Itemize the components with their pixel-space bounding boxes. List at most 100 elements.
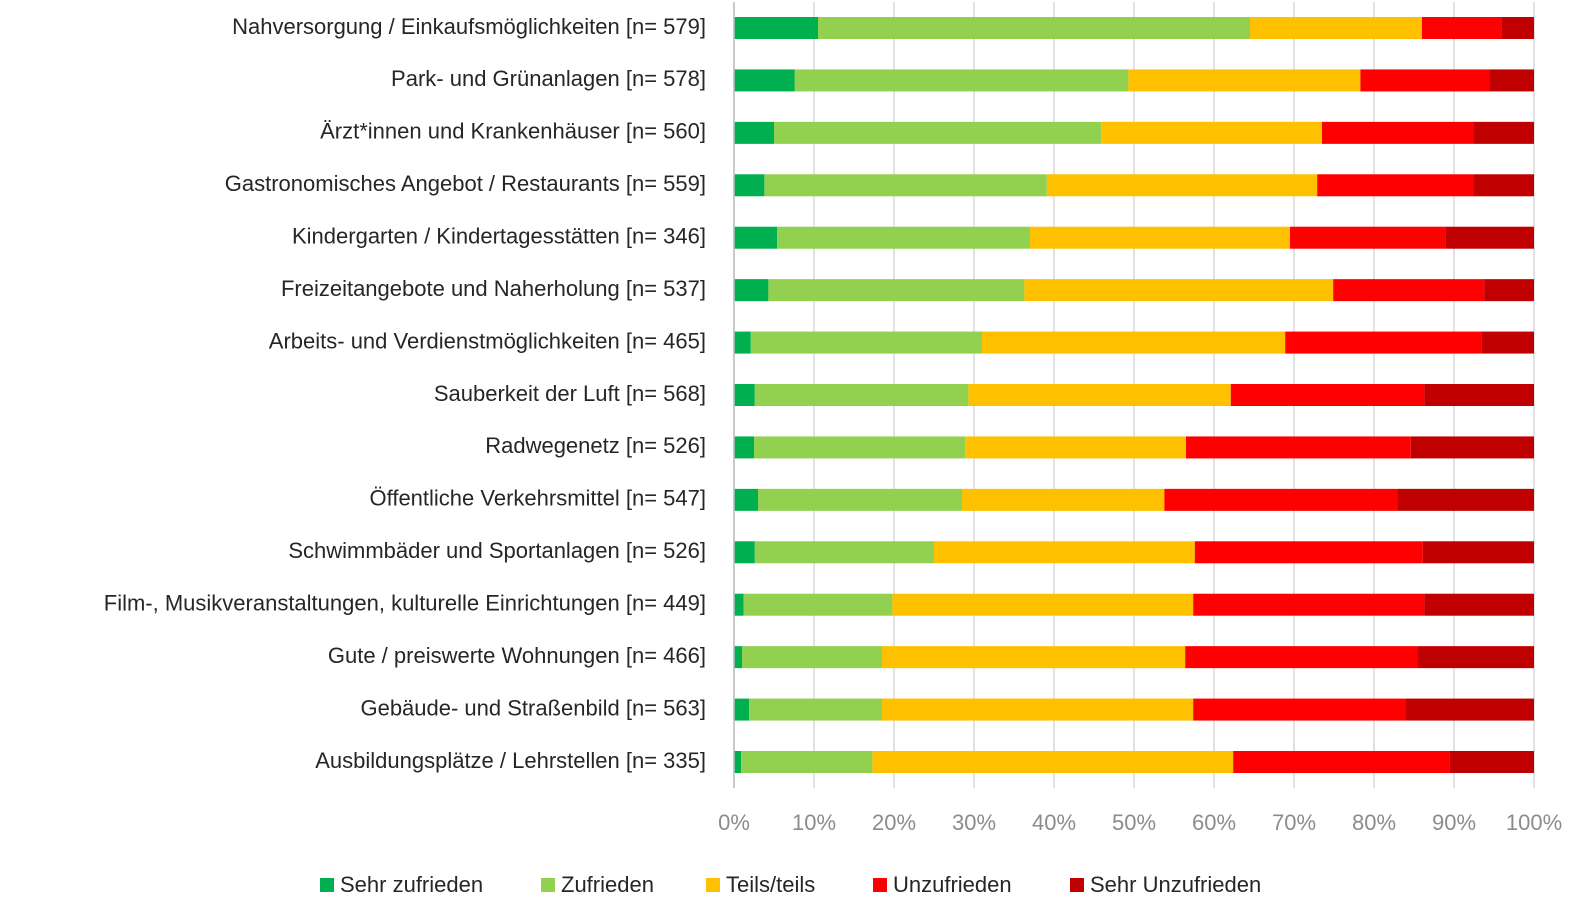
y-tick-label: Gute / preiswerte Wohnungen [n= 466] — [328, 643, 706, 668]
bar-segment — [1445, 226, 1534, 249]
legend-label: Sehr zufrieden — [340, 872, 483, 897]
y-tick-label: Park- und Grünanlagen [n= 578] — [391, 66, 706, 91]
bar-segment — [962, 488, 1165, 511]
bar-segment — [1501, 17, 1534, 39]
bar-segment — [1406, 698, 1534, 721]
bar-segment — [1230, 384, 1425, 406]
bar-segment — [1046, 174, 1318, 197]
bar-segment — [1484, 279, 1534, 302]
bar-segment — [1194, 541, 1423, 564]
bar-segment — [1128, 69, 1361, 92]
bar-segment — [741, 751, 873, 773]
y-tick-label: Nahversorgung / Einkaufsmöglichkeiten [n… — [232, 14, 706, 39]
bar-segment — [1424, 384, 1534, 406]
bar-segment — [734, 751, 742, 773]
y-tick-label: Ärzt*innen und Krankenhäuser [n= 560] — [320, 119, 706, 144]
bar-segment — [749, 698, 882, 721]
legend-swatch — [541, 878, 555, 892]
y-tick-label: Film-, Musikveranstaltungen, kulturelle … — [104, 591, 706, 616]
y-tick-label: Öffentliche Verkehrsmittel [n= 547] — [370, 486, 707, 511]
bar-segment — [1250, 17, 1422, 39]
bar-segment — [1322, 121, 1474, 144]
bar-segment — [892, 593, 1194, 616]
bar-segment — [1290, 226, 1446, 249]
x-tick-label: 70% — [1272, 810, 1316, 835]
legend-swatch — [1070, 878, 1084, 892]
x-tick-label: 50% — [1112, 810, 1156, 835]
bar-segment — [934, 541, 1195, 564]
bar-segment — [1422, 17, 1502, 39]
bar-segment — [734, 226, 778, 249]
bar-segment — [818, 17, 1250, 39]
x-tick-label: 10% — [792, 810, 836, 835]
legend-swatch — [873, 878, 887, 892]
x-tick-label: 90% — [1432, 810, 1476, 835]
bar-segment — [758, 488, 962, 511]
bar-segment — [768, 279, 1025, 302]
bar-segment — [1193, 698, 1406, 721]
bar-segment — [734, 331, 751, 354]
bar-segment — [1490, 69, 1534, 92]
y-tick-label: Sauberkeit der Luft [n= 568] — [434, 381, 706, 406]
bar-segment — [1186, 436, 1411, 459]
bar-segment — [734, 279, 769, 302]
bar-segment — [1474, 174, 1534, 197]
bar-segment — [1474, 121, 1534, 144]
legend-label: Sehr Unzufrieden — [1090, 872, 1261, 897]
legend-swatch — [706, 878, 720, 892]
bar-segment — [1418, 646, 1534, 669]
bar-segment — [968, 384, 1231, 406]
y-tick-label: Ausbildungsplätze / Lehrstellen [n= 335] — [315, 748, 706, 773]
bar-segment — [1481, 331, 1534, 354]
bar-segment — [734, 121, 774, 144]
x-tick-label: 40% — [1032, 810, 1076, 835]
x-tick-label: 30% — [952, 810, 996, 835]
bar-segment — [734, 593, 744, 616]
bar-segment — [1164, 488, 1398, 511]
bar-segment — [764, 174, 1047, 197]
bar-segment — [1185, 646, 1418, 669]
bar-segment — [1024, 279, 1334, 302]
bar-segment — [734, 541, 755, 564]
x-tick-label: 20% — [872, 810, 916, 835]
legend-label: Zufrieden — [561, 872, 654, 897]
legend-swatch — [320, 878, 334, 892]
legend-label: Teils/teils — [726, 872, 815, 897]
bar-segment — [734, 488, 758, 511]
bar-segment — [734, 646, 742, 669]
bar-segment — [1317, 174, 1474, 197]
bar-segment — [965, 436, 1186, 459]
y-tick-label: Radwegenetz [n= 526] — [485, 433, 706, 458]
bar-segment — [1422, 541, 1534, 564]
bar-segment — [1410, 436, 1534, 459]
bar-segment — [734, 17, 818, 39]
x-tick-label: 100% — [1506, 810, 1562, 835]
x-tick-label: 80% — [1352, 810, 1396, 835]
bar-segment — [777, 226, 1030, 249]
bar-segment — [1285, 331, 1482, 354]
bar-segment — [743, 593, 893, 616]
bar-segment — [982, 331, 1286, 354]
y-tick-label: Kindergarten / Kindertagesstätten [n= 34… — [292, 224, 706, 249]
bar-segment — [750, 331, 982, 354]
bar-segment — [734, 69, 795, 92]
bar-segment — [734, 436, 754, 459]
bar-segment — [1193, 593, 1425, 616]
bar-segment — [882, 646, 1186, 669]
legend-label: Unzufrieden — [893, 872, 1012, 897]
y-tick-label: Gebäude- und Straßenbild [n= 563] — [360, 695, 706, 720]
bar-segment — [754, 541, 934, 564]
bar-segment — [754, 436, 966, 459]
bar-segment — [734, 174, 765, 197]
y-tick-label: Schwimmbäder und Sportanlagen [n= 526] — [288, 538, 706, 563]
bar-segment — [1360, 69, 1490, 92]
bar-segment — [1333, 279, 1485, 302]
bar-segment — [1233, 751, 1450, 773]
bar-segment — [1030, 226, 1290, 249]
bar-segment — [754, 384, 969, 406]
bar-segment — [1101, 121, 1322, 144]
y-tick-label: Freizeitangebote und Naherholung [n= 537… — [281, 276, 706, 301]
bar-segment — [1449, 751, 1534, 773]
bar-segment — [1398, 488, 1534, 511]
y-tick-label: Gastronomisches Angebot / Restaurants [n… — [225, 171, 706, 196]
